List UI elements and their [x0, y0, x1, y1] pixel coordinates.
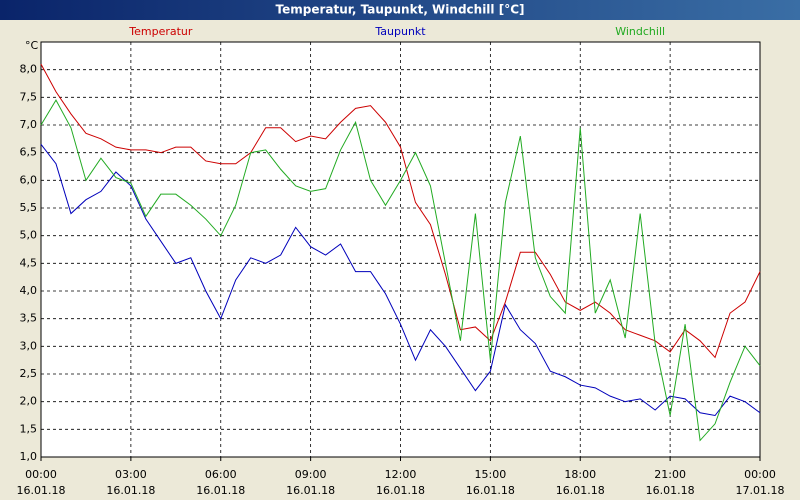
y-tick-label: 7,5 — [20, 90, 38, 103]
y-tick-label: 3,5 — [20, 312, 38, 325]
y-tick-label: 3,0 — [20, 339, 38, 352]
x-tick-label: 06:00 — [205, 468, 237, 481]
legend-label: Windchill — [615, 25, 665, 38]
x-tick-date: 16.01.18 — [106, 484, 155, 497]
series-line — [40, 63, 761, 359]
x-tick-date: 16.01.18 — [646, 484, 695, 497]
series-line — [40, 99, 761, 442]
y-tick-label: 8,0 — [20, 63, 38, 76]
y-tick-label: 4,0 — [20, 284, 38, 297]
y-tick-label: 7,0 — [20, 118, 38, 131]
x-tick-date: 16.01.18 — [286, 484, 335, 497]
y-tick-label: 5,0 — [20, 229, 38, 242]
x-tick-label: 03:00 — [115, 468, 147, 481]
y-tick-label: 2,5 — [20, 367, 38, 380]
y-tick-label: 6,0 — [20, 173, 38, 186]
x-tick-date: 16.01.18 — [466, 484, 515, 497]
chart-title: Temperatur, Taupunkt, Windchill [°C] — [276, 3, 525, 17]
x-tick-label: 12:00 — [385, 468, 417, 481]
y-tick-label: 2,0 — [20, 395, 38, 408]
plot-frame — [40, 41, 761, 458]
x-tick-label: 00:00 — [744, 468, 776, 481]
series-line — [40, 144, 761, 417]
x-tick-date: 16.01.18 — [17, 484, 66, 497]
x-tick-date: 16.01.18 — [376, 484, 425, 497]
x-tick-label: 00:00 — [25, 468, 57, 481]
y-tick-label: 1,0 — [20, 450, 38, 463]
y-axis-label: °C — [25, 39, 39, 52]
title-bar — [0, 0, 800, 20]
legend-label: Temperatur — [128, 25, 193, 38]
y-tick-label: 5,5 — [20, 201, 38, 214]
x-tick-label: 21:00 — [654, 468, 686, 481]
plot-area — [41, 42, 760, 457]
y-tick-label: 6,5 — [20, 146, 38, 159]
x-tick-label: 18:00 — [564, 468, 596, 481]
x-tick-label: 09:00 — [295, 468, 327, 481]
x-tick-date: 16.01.18 — [196, 484, 245, 497]
y-tick-label: 4,5 — [20, 256, 38, 269]
x-tick-label: 15:00 — [475, 468, 507, 481]
x-tick-date: 17.01.18 — [736, 484, 785, 497]
x-tick-date: 16.01.18 — [556, 484, 605, 497]
y-tick-label: 1,5 — [20, 422, 38, 435]
legend-label: Taupunkt — [374, 25, 426, 38]
